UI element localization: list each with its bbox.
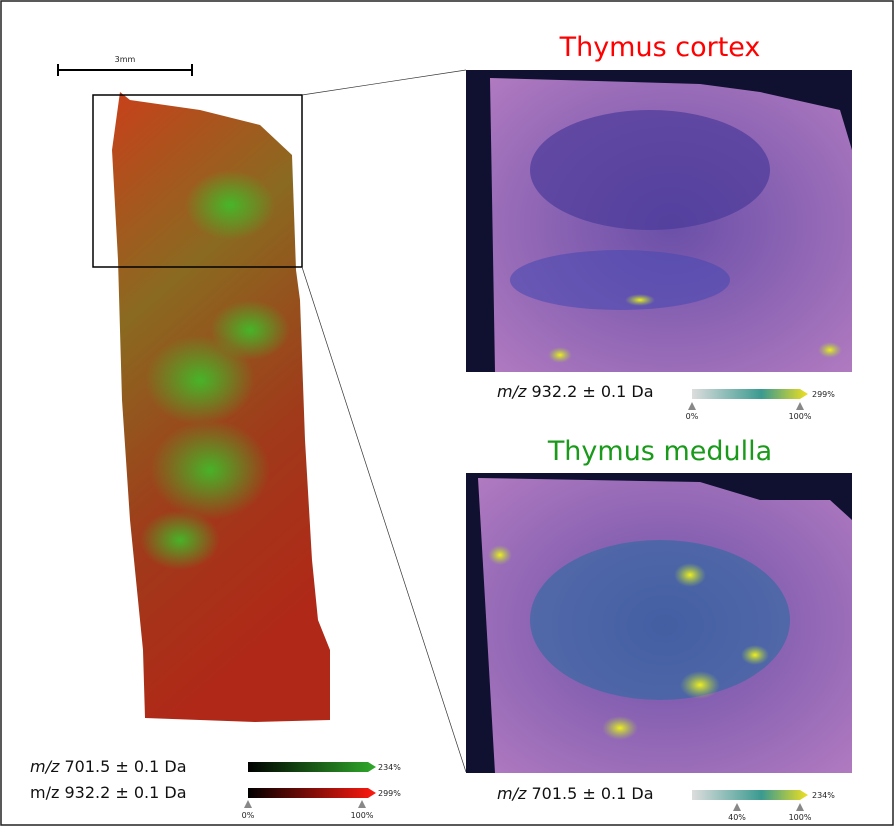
legend-label: m/z 932.2 ± 0.1 Da xyxy=(497,382,654,401)
legend-max: 299% xyxy=(378,789,401,798)
legend-max: 299% xyxy=(812,390,835,399)
legend-label: m/z 932.2 ± 0.1 Da xyxy=(30,783,187,802)
zoom-line xyxy=(302,70,466,95)
cortex-legend: m/z 932.2 ± 0.1 Da 299% 0% 100% xyxy=(497,382,835,421)
legend-tick: 40% xyxy=(728,813,746,822)
text-part: m/z xyxy=(497,784,527,803)
legend-tick: 100% xyxy=(351,811,374,820)
overview-tissue xyxy=(112,92,330,722)
figure: 3mm m/z 701.5 ± 0.1 Da 234% m/z 932.2 ± … xyxy=(0,0,895,827)
text-part: m/z xyxy=(30,757,60,776)
panel-title: Thymus medulla xyxy=(547,436,772,467)
text-part: m/z xyxy=(30,783,59,802)
panel-title: Thymus cortex xyxy=(559,32,761,63)
legend-tick: 100% xyxy=(789,412,812,421)
medulla-legend: m/z 701.5 ± 0.1 Da 234% 40% 100% xyxy=(497,784,835,822)
text-part: 932.2 ± 0.1 Da xyxy=(64,783,186,802)
text-part: 932.2 ± 0.1 Da xyxy=(531,382,653,401)
legend-label: m/z 701.5 ± 0.1 Da xyxy=(497,784,654,803)
legend-tick: 100% xyxy=(789,813,812,822)
cortex-image xyxy=(466,70,852,372)
text-part: 701.5 ± 0.1 Da xyxy=(64,757,186,776)
legend-max: 234% xyxy=(812,791,835,800)
text-part: 701.5 ± 0.1 Da xyxy=(531,784,653,803)
scale-bar: 3mm xyxy=(58,55,192,76)
overview-legend: m/z 701.5 ± 0.1 Da 234% m/z 932.2 ± 0.1 … xyxy=(30,757,401,820)
legend-tick: 0% xyxy=(242,811,255,820)
medulla-image xyxy=(466,473,852,773)
legend-tick: 0% xyxy=(686,412,699,421)
legend-label: m/z 701.5 ± 0.1 Da xyxy=(30,757,187,776)
text-part: m/z xyxy=(497,382,527,401)
scale-label: 3mm xyxy=(115,55,136,64)
legend-max: 234% xyxy=(378,763,401,772)
